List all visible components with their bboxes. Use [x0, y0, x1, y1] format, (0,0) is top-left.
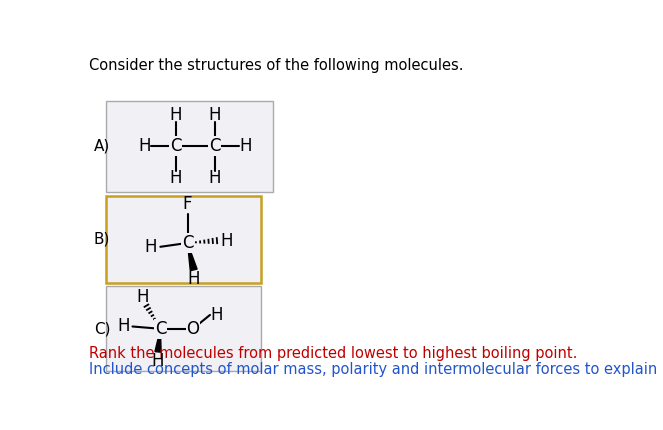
Text: Include concepts of molar mass, polarity and intermolecular forces to explain ho: Include concepts of molar mass, polarity… [89, 362, 663, 377]
Text: H: H [137, 288, 149, 306]
Text: H: H [170, 106, 182, 124]
Text: Consider the structures of the following molecules.: Consider the structures of the following… [89, 58, 463, 73]
Text: H: H [170, 169, 182, 187]
Text: C: C [154, 320, 166, 338]
Text: H: H [208, 169, 221, 187]
Text: C: C [209, 137, 220, 155]
Text: Rank the molecules from predicted lowest to highest boiling point.: Rank the molecules from predicted lowest… [89, 346, 577, 361]
Text: H: H [211, 306, 223, 324]
Text: O: O [186, 320, 200, 338]
Text: F: F [183, 196, 192, 213]
Text: A): A) [93, 139, 110, 154]
Text: C): C) [93, 321, 110, 336]
Polygon shape [188, 243, 197, 270]
Text: H: H [139, 137, 151, 155]
Bar [106, 101, 272, 192]
Bar [106, 286, 261, 371]
Text: H: H [239, 137, 252, 155]
Text: B): B) [93, 232, 110, 246]
Text: H: H [220, 232, 233, 250]
Text: H: H [188, 270, 200, 288]
Polygon shape [155, 329, 161, 352]
Text: C: C [170, 137, 182, 155]
Bar [106, 196, 261, 283]
Text: H: H [117, 317, 129, 335]
Text: C: C [182, 234, 193, 252]
Text: H: H [208, 106, 221, 124]
Text: H: H [144, 238, 156, 256]
Text: H: H [152, 352, 164, 370]
